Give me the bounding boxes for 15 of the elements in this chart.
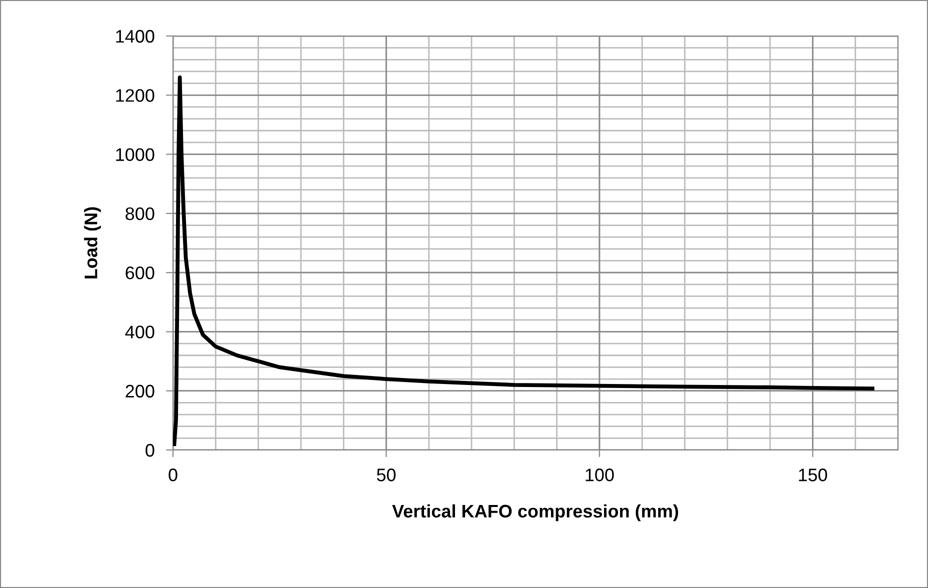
y-tick-label: 200 [126,384,154,398]
x-tick-label: 50 [376,468,396,482]
y-tick-label: 600 [126,266,154,280]
y-tick-label: 1400 [116,30,154,43]
y-tick-label: 1200 [116,89,154,102]
y-tick-label: 400 [125,326,154,338]
x-axis-title: Vertical KAFO compression (mm) [392,504,678,522]
y-tick-label: 1000 [116,148,154,162]
y-axis-title: Load (N) [84,207,101,278]
x-tick-label: 0 [168,468,178,482]
y-tick-label: 0 [146,444,154,457]
line-series [173,75,874,446]
x-tick-label: 100 [586,468,614,482]
y-tick-label: 800 [126,207,154,220]
x-tick-label: 150 [799,468,828,482]
